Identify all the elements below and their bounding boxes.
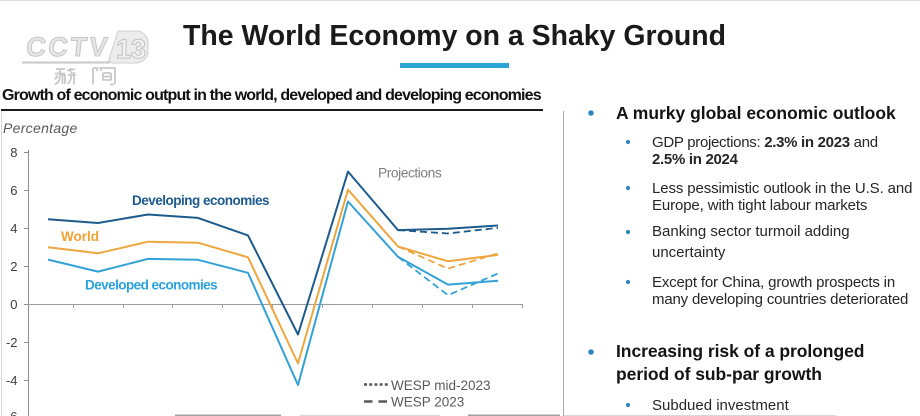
svg-text:World: World <box>61 229 99 244</box>
svg-text:8: 8 <box>10 145 17 160</box>
svg-text:2: 2 <box>10 259 17 274</box>
svg-text:-6: -6 <box>6 409 18 416</box>
svg-text:13: 13 <box>116 34 146 64</box>
svg-text:Developed economies: Developed economies <box>85 278 217 293</box>
svg-text:6: 6 <box>10 183 17 198</box>
svg-text:0: 0 <box>10 297 17 312</box>
svg-text:WESP 2023: WESP 2023 <box>391 395 464 410</box>
svg-text:Projections: Projections <box>378 166 442 181</box>
svg-text:Developing economies: Developing economies <box>132 193 269 208</box>
svg-text:-4: -4 <box>6 373 18 388</box>
svg-text:WESP mid-2023: WESP mid-2023 <box>391 378 491 393</box>
svg-text:4: 4 <box>10 221 17 236</box>
svg-text:-2: -2 <box>6 335 18 350</box>
svg-text:CCTV: CCTV <box>25 31 109 62</box>
